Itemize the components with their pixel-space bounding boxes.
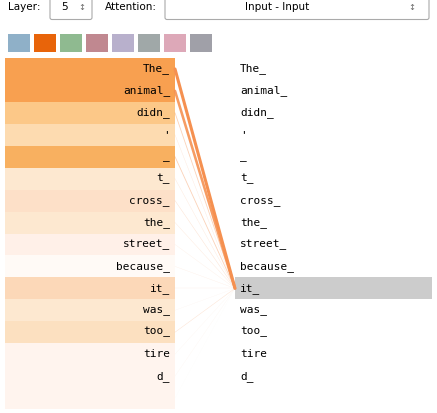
Text: because_: because_ xyxy=(116,261,170,272)
Bar xyxy=(5,190,175,211)
Text: ': ' xyxy=(163,130,170,140)
Bar xyxy=(138,34,160,52)
Text: Input - Input: Input - Input xyxy=(245,2,309,12)
Bar xyxy=(5,387,175,409)
Bar xyxy=(5,58,175,80)
Text: animal_: animal_ xyxy=(240,85,287,96)
Text: because_: because_ xyxy=(240,261,294,272)
Text: too_: too_ xyxy=(143,327,170,337)
Bar xyxy=(8,34,30,52)
Bar xyxy=(60,34,82,52)
Text: 5: 5 xyxy=(61,2,67,12)
Text: d_: d_ xyxy=(240,370,253,382)
Text: _: _ xyxy=(163,152,170,162)
Text: animal_: animal_ xyxy=(123,85,170,96)
Bar xyxy=(34,34,56,52)
Text: _: _ xyxy=(240,152,247,162)
Bar xyxy=(5,124,175,146)
Text: The_: The_ xyxy=(143,64,170,74)
FancyBboxPatch shape xyxy=(165,0,429,19)
Text: ↕: ↕ xyxy=(409,2,416,12)
Bar xyxy=(5,343,175,365)
Bar xyxy=(86,34,108,52)
Text: was_: was_ xyxy=(240,305,267,315)
Text: tire: tire xyxy=(143,349,170,359)
Text: was_: was_ xyxy=(143,305,170,315)
Bar xyxy=(5,168,175,190)
Text: The_: The_ xyxy=(240,64,267,74)
Text: Layer:: Layer: xyxy=(8,2,41,12)
Text: Attention:: Attention: xyxy=(105,2,157,12)
FancyBboxPatch shape xyxy=(50,0,92,19)
Bar xyxy=(5,299,175,321)
Bar xyxy=(235,278,432,299)
Bar xyxy=(5,102,175,124)
Text: ': ' xyxy=(240,130,247,140)
Bar xyxy=(5,233,175,255)
Text: didn_: didn_ xyxy=(240,107,274,118)
Text: cross_: cross_ xyxy=(129,196,170,206)
Bar xyxy=(112,34,134,52)
Bar xyxy=(164,34,186,52)
Text: didn_: didn_ xyxy=(136,107,170,118)
Bar xyxy=(5,80,175,102)
Bar xyxy=(5,365,175,387)
Text: it_: it_ xyxy=(240,283,260,294)
Text: street_: street_ xyxy=(123,239,170,250)
Bar xyxy=(5,146,175,168)
Bar xyxy=(190,34,212,52)
Bar xyxy=(5,321,175,343)
Text: street_: street_ xyxy=(240,239,287,250)
Text: it_: it_ xyxy=(150,283,170,294)
Text: the_: the_ xyxy=(240,217,267,228)
Text: d_: d_ xyxy=(156,370,170,382)
Text: tire: tire xyxy=(240,349,267,359)
Bar xyxy=(5,278,175,299)
Text: too_: too_ xyxy=(240,327,267,337)
Bar xyxy=(5,211,175,233)
Text: t_: t_ xyxy=(156,173,170,184)
Text: ↕: ↕ xyxy=(79,2,86,12)
Text: t_: t_ xyxy=(240,173,253,184)
Text: cross_: cross_ xyxy=(240,196,281,206)
Bar xyxy=(5,255,175,278)
Text: the_: the_ xyxy=(143,217,170,228)
